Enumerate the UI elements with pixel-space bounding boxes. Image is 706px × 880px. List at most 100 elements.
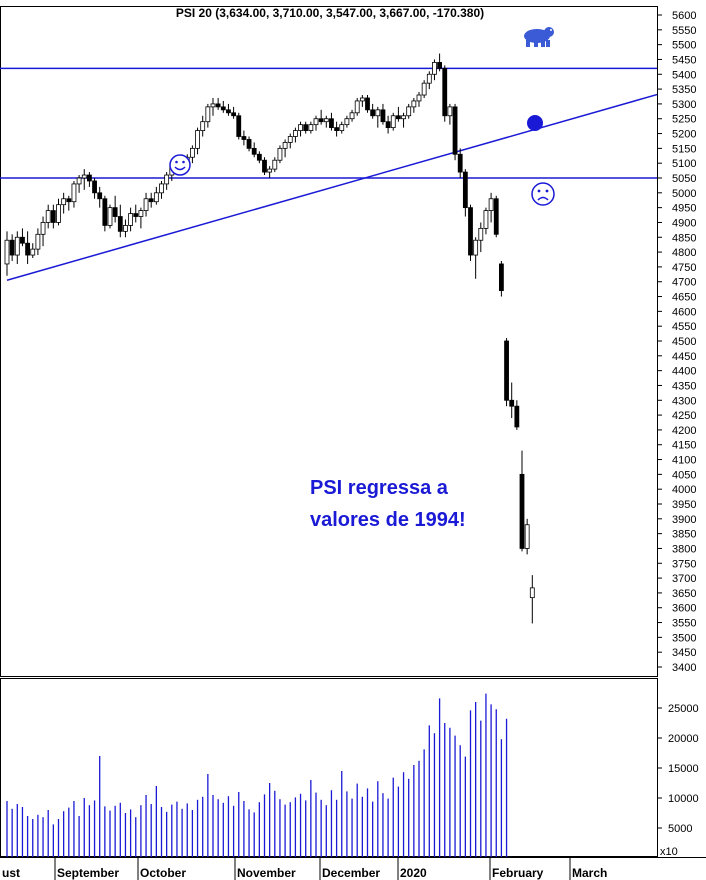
candle <box>262 157 267 176</box>
price-axis: 3400 3450 3500 3550 3600 3650 3700 3750 3800 3850… <box>657 10 696 674</box>
volume-axis: 5000 10000 15000 20000 25000 <box>657 703 699 835</box>
candle <box>375 106 381 128</box>
price-tick-label: 4500 <box>672 336 696 348</box>
candle <box>359 95 365 107</box>
candle <box>205 103 211 128</box>
month-axis: ust September October November December 2020 F… <box>2 866 607 880</box>
candle <box>390 112 396 131</box>
candle <box>344 115 350 128</box>
month-label: December <box>322 866 380 880</box>
candle <box>509 382 515 419</box>
price-tick-label: 5000 <box>672 188 696 200</box>
price-tick-label: 5350 <box>672 84 696 96</box>
volume-tick-label: 20000 <box>668 733 699 745</box>
candle <box>164 172 170 190</box>
price-tick-label: 4950 <box>672 203 696 215</box>
candle <box>143 192 149 217</box>
candle <box>117 204 123 238</box>
price-tick-label: 4050 <box>672 469 696 481</box>
price-tick-label: 3900 <box>672 514 696 526</box>
candle <box>323 115 329 128</box>
price-tick-label: 5300 <box>672 99 696 111</box>
candle <box>81 169 87 190</box>
candle <box>102 195 108 232</box>
candle <box>416 92 422 107</box>
price-tick-label: 5400 <box>672 69 696 81</box>
candle <box>318 109 324 125</box>
candle <box>432 59 437 81</box>
price-tick-label: 3400 <box>672 662 696 674</box>
candle <box>462 169 468 217</box>
price-tick-label: 5500 <box>672 40 696 52</box>
volume-tick-label: 25000 <box>668 703 699 715</box>
breakdown-marker <box>527 115 543 131</box>
price-tick-label: 3700 <box>672 573 696 585</box>
volume-tick-label: 15000 <box>668 763 699 775</box>
smiley-icon <box>169 154 191 176</box>
month-label: February <box>492 866 544 880</box>
price-tick-label: 3600 <box>672 603 696 615</box>
price-tick-label: 5450 <box>672 54 696 66</box>
candle <box>329 112 334 131</box>
candle <box>123 219 128 238</box>
candle <box>231 106 237 119</box>
month-label: ust <box>2 866 20 880</box>
candle <box>519 450 525 552</box>
price-tick-label: 3850 <box>672 529 696 541</box>
candle <box>282 139 288 158</box>
candle <box>210 97 216 116</box>
price-tick-label: 4400 <box>672 366 696 378</box>
candle <box>380 103 386 125</box>
trendline <box>6 93 658 281</box>
candle <box>256 151 262 164</box>
candle <box>35 228 41 256</box>
candle <box>92 178 97 199</box>
price-tick-label: 4250 <box>672 410 696 422</box>
candle <box>40 216 46 247</box>
price-tick-label: 3450 <box>672 647 696 659</box>
candle <box>473 237 479 279</box>
candle <box>437 53 443 72</box>
price-tick-label: 3800 <box>672 543 696 555</box>
candle <box>478 222 484 253</box>
price-tick-label: 4800 <box>672 247 696 259</box>
candle <box>277 145 283 164</box>
candle <box>303 121 309 134</box>
candle <box>385 115 391 134</box>
candle <box>292 127 298 143</box>
candle <box>426 71 432 90</box>
candle <box>334 121 340 137</box>
candle <box>354 97 360 116</box>
candle <box>45 204 51 229</box>
candle <box>20 228 25 247</box>
candle <box>447 103 453 125</box>
candle <box>195 127 200 155</box>
price-tick-label: 4850 <box>672 232 696 244</box>
candle <box>529 575 535 624</box>
price-tick-label: 4350 <box>672 380 696 392</box>
candle <box>200 115 206 137</box>
volume-multiplier-label: x10 <box>660 846 678 858</box>
candle <box>97 186 103 208</box>
chart-title: PSI 20 (3,634.00, 3,710.00, 3,547.00, 3,… <box>176 6 484 20</box>
price-tick-label: 5200 <box>672 129 696 141</box>
candle <box>406 103 412 119</box>
frown-icon <box>531 182 555 206</box>
bear-icon <box>524 27 554 47</box>
candle <box>365 95 370 113</box>
candle <box>498 260 504 297</box>
candle <box>504 338 509 407</box>
candle <box>421 80 427 98</box>
candle <box>524 518 530 555</box>
candle <box>153 186 159 205</box>
candle <box>133 204 139 223</box>
candle <box>138 207 144 229</box>
price-tick-label: 3650 <box>672 588 696 600</box>
candle <box>493 195 499 238</box>
month-label: November <box>237 866 296 880</box>
candle <box>71 180 77 208</box>
price-tick-label: 4700 <box>672 277 696 289</box>
price-tick-label: 4300 <box>672 395 696 407</box>
candle <box>468 204 473 261</box>
